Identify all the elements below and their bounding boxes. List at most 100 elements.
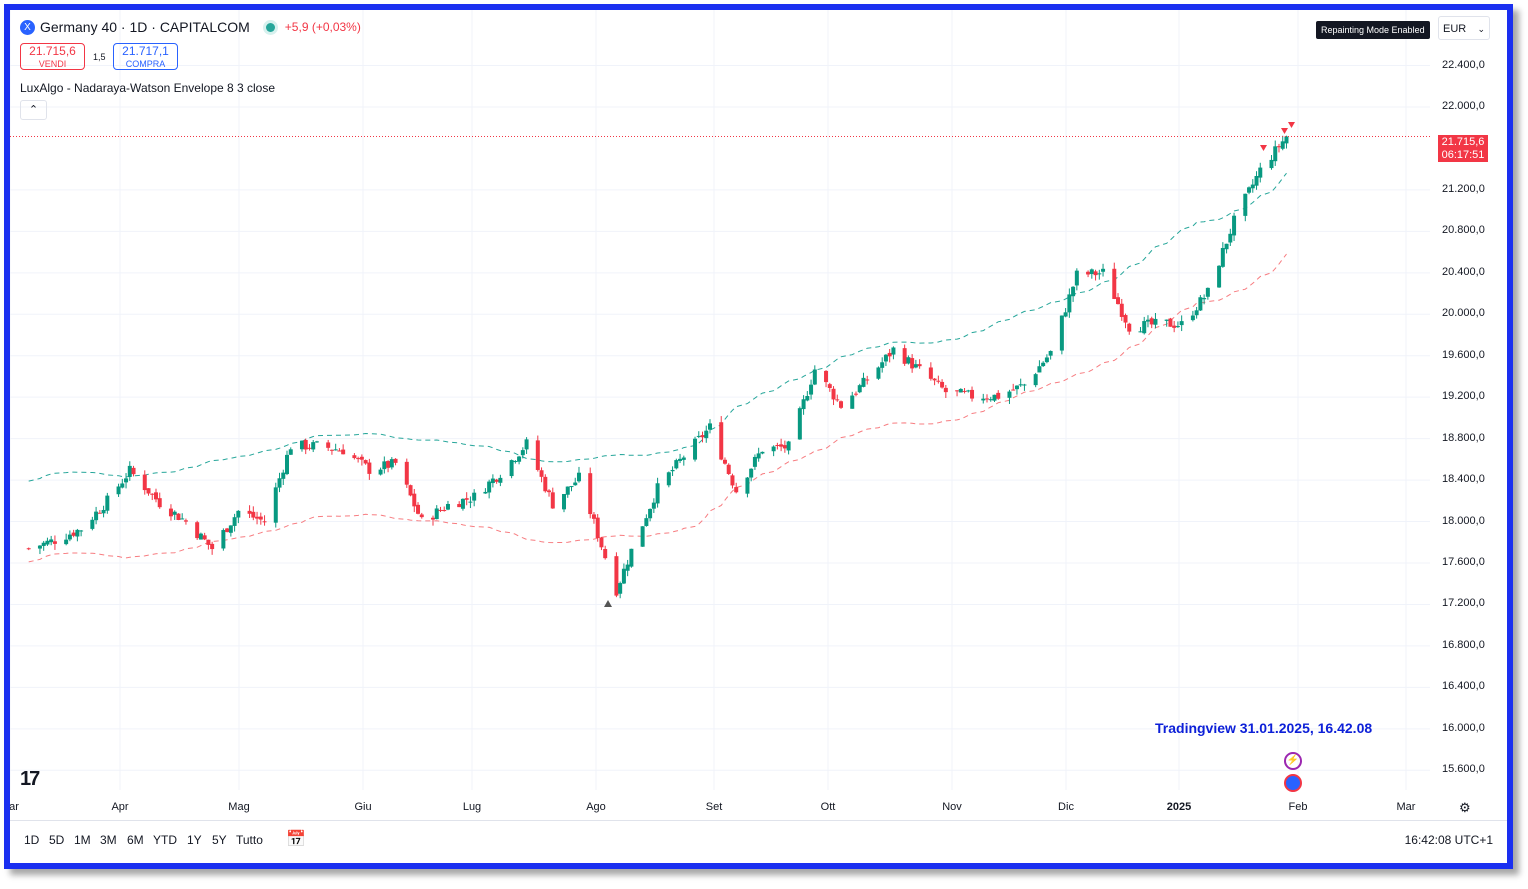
calendar-goto-icon[interactable]: 📅	[286, 831, 306, 848]
candle-body	[393, 458, 398, 463]
candle-body	[861, 377, 866, 387]
symbol-logo-icon: X	[20, 19, 35, 35]
candle-body	[865, 379, 870, 381]
timeframe-button-1y[interactable]: 1Y	[187, 833, 202, 847]
y-tick-label: 15.600,0	[1442, 763, 1485, 776]
chevron-up-icon[interactable]: ⌃	[20, 100, 47, 120]
candle-body	[1232, 215, 1237, 236]
candle-body	[730, 475, 735, 486]
candle-body	[1220, 247, 1225, 267]
y-tick-label: 20.800,0	[1442, 224, 1485, 237]
candle-body	[1116, 297, 1121, 305]
sell-signal-arrow-icon	[1281, 128, 1288, 134]
candle-body	[1258, 167, 1263, 178]
candle-body	[955, 390, 960, 392]
candle-body	[457, 504, 462, 508]
x-tick-label: Ott	[820, 801, 836, 813]
candle-body	[786, 441, 791, 451]
candle-body	[64, 539, 69, 545]
candle-body	[524, 439, 529, 450]
timeframe-button-5y[interactable]: 5Y	[212, 833, 227, 847]
timeframe-button-tutto[interactable]: Tutto	[236, 833, 263, 847]
candle-body	[37, 545, 42, 549]
candle-body	[127, 465, 132, 477]
symbol-title[interactable]: Germany 40 · 1D · CAPITALCOM	[40, 19, 250, 35]
timeframe-button-6m[interactable]: 6M	[127, 833, 144, 847]
candle-body	[94, 511, 99, 521]
gear-icon[interactable]: ⚙	[1459, 800, 1471, 815]
candle-body	[464, 498, 469, 500]
candle-body	[258, 516, 263, 520]
candle-body	[490, 478, 495, 484]
candle-body	[49, 539, 54, 543]
candle-body	[288, 449, 293, 455]
repainting-badge: Repainting Mode Enabled	[1316, 21, 1430, 39]
timeframe-button-3m[interactable]: 3M	[100, 833, 117, 847]
candle-body	[722, 459, 727, 464]
candle-body	[681, 457, 686, 460]
timeframe-button-1d[interactable]: 1D	[24, 833, 40, 847]
candle-body	[389, 459, 394, 468]
candle-body	[1063, 312, 1068, 317]
candle-body	[438, 509, 443, 511]
candle-body	[1273, 146, 1278, 162]
candle-body	[52, 541, 57, 544]
candle-body	[1250, 184, 1255, 189]
candle-body	[1022, 384, 1027, 386]
symbol-header[interactable]: X Germany 40 · 1D · CAPITALCOM +5,9 (+0,…	[20, 19, 361, 35]
candle-body	[1007, 391, 1012, 398]
price-chart[interactable]	[10, 10, 1507, 820]
timeframe-button-1m[interactable]: 1M	[74, 833, 91, 847]
candle-body	[996, 392, 1001, 399]
candle-body	[603, 548, 608, 559]
clock[interactable]: 16:42:08 UTC+1	[1404, 833, 1493, 847]
candle-body	[1086, 271, 1091, 275]
candle-body	[180, 518, 185, 520]
lightning-event-icon[interactable]: ⚡	[1284, 752, 1302, 770]
candle-body	[1175, 326, 1180, 328]
candle-body	[498, 477, 503, 483]
candle-body	[236, 510, 241, 518]
candle-body	[812, 369, 817, 385]
candle-body	[513, 461, 518, 463]
currency-select[interactable]: EUR ⌄	[1438, 16, 1490, 40]
candle-body	[487, 481, 492, 493]
sell-label: VENDI	[38, 59, 67, 69]
candle-body	[1018, 384, 1023, 386]
timeframe-button-ytd[interactable]: YTD	[153, 833, 177, 847]
candle-body	[543, 476, 548, 492]
candle-body	[1217, 265, 1222, 288]
tradingview-logo-icon[interactable]: 17	[20, 768, 40, 790]
candle-body	[760, 451, 765, 454]
candle-body	[595, 517, 600, 539]
candle-body	[835, 399, 840, 401]
candle-body	[430, 517, 435, 520]
candle-body	[26, 548, 31, 550]
candle-body	[756, 453, 761, 459]
candle-body	[1164, 319, 1169, 321]
candle-body	[962, 390, 967, 392]
bar-countdown: 06:17:51	[1441, 149, 1485, 161]
candle-body	[917, 364, 922, 367]
timeframe-button-5d[interactable]: 5D	[49, 833, 65, 847]
candle-body	[1071, 286, 1076, 297]
indicator-legend[interactable]: LuxAlgo - Nadaraya-Watson Envelope 8 3 c…	[20, 81, 276, 95]
candle-body	[550, 492, 555, 509]
buy-button[interactable]: 21.717,1 COMPRA	[113, 43, 178, 70]
candle-body	[775, 445, 780, 447]
candle-body	[1254, 175, 1259, 186]
candle-body	[517, 456, 522, 462]
candle-body	[408, 485, 413, 496]
flag-event-icon[interactable]	[1284, 774, 1302, 792]
x-tick-label: ar	[9, 801, 19, 813]
candle-body	[1014, 385, 1019, 390]
candle-body	[1089, 269, 1094, 275]
sell-button[interactable]: 21.715,6 VENDI	[20, 43, 85, 70]
candle-body	[1127, 323, 1132, 332]
x-tick-label: 2025	[1166, 801, 1192, 813]
candle-body	[363, 460, 368, 464]
candle-body	[988, 399, 993, 401]
candle-body	[621, 568, 626, 584]
candle-body	[932, 378, 937, 381]
y-tick-label: 19.200,0	[1442, 390, 1485, 403]
